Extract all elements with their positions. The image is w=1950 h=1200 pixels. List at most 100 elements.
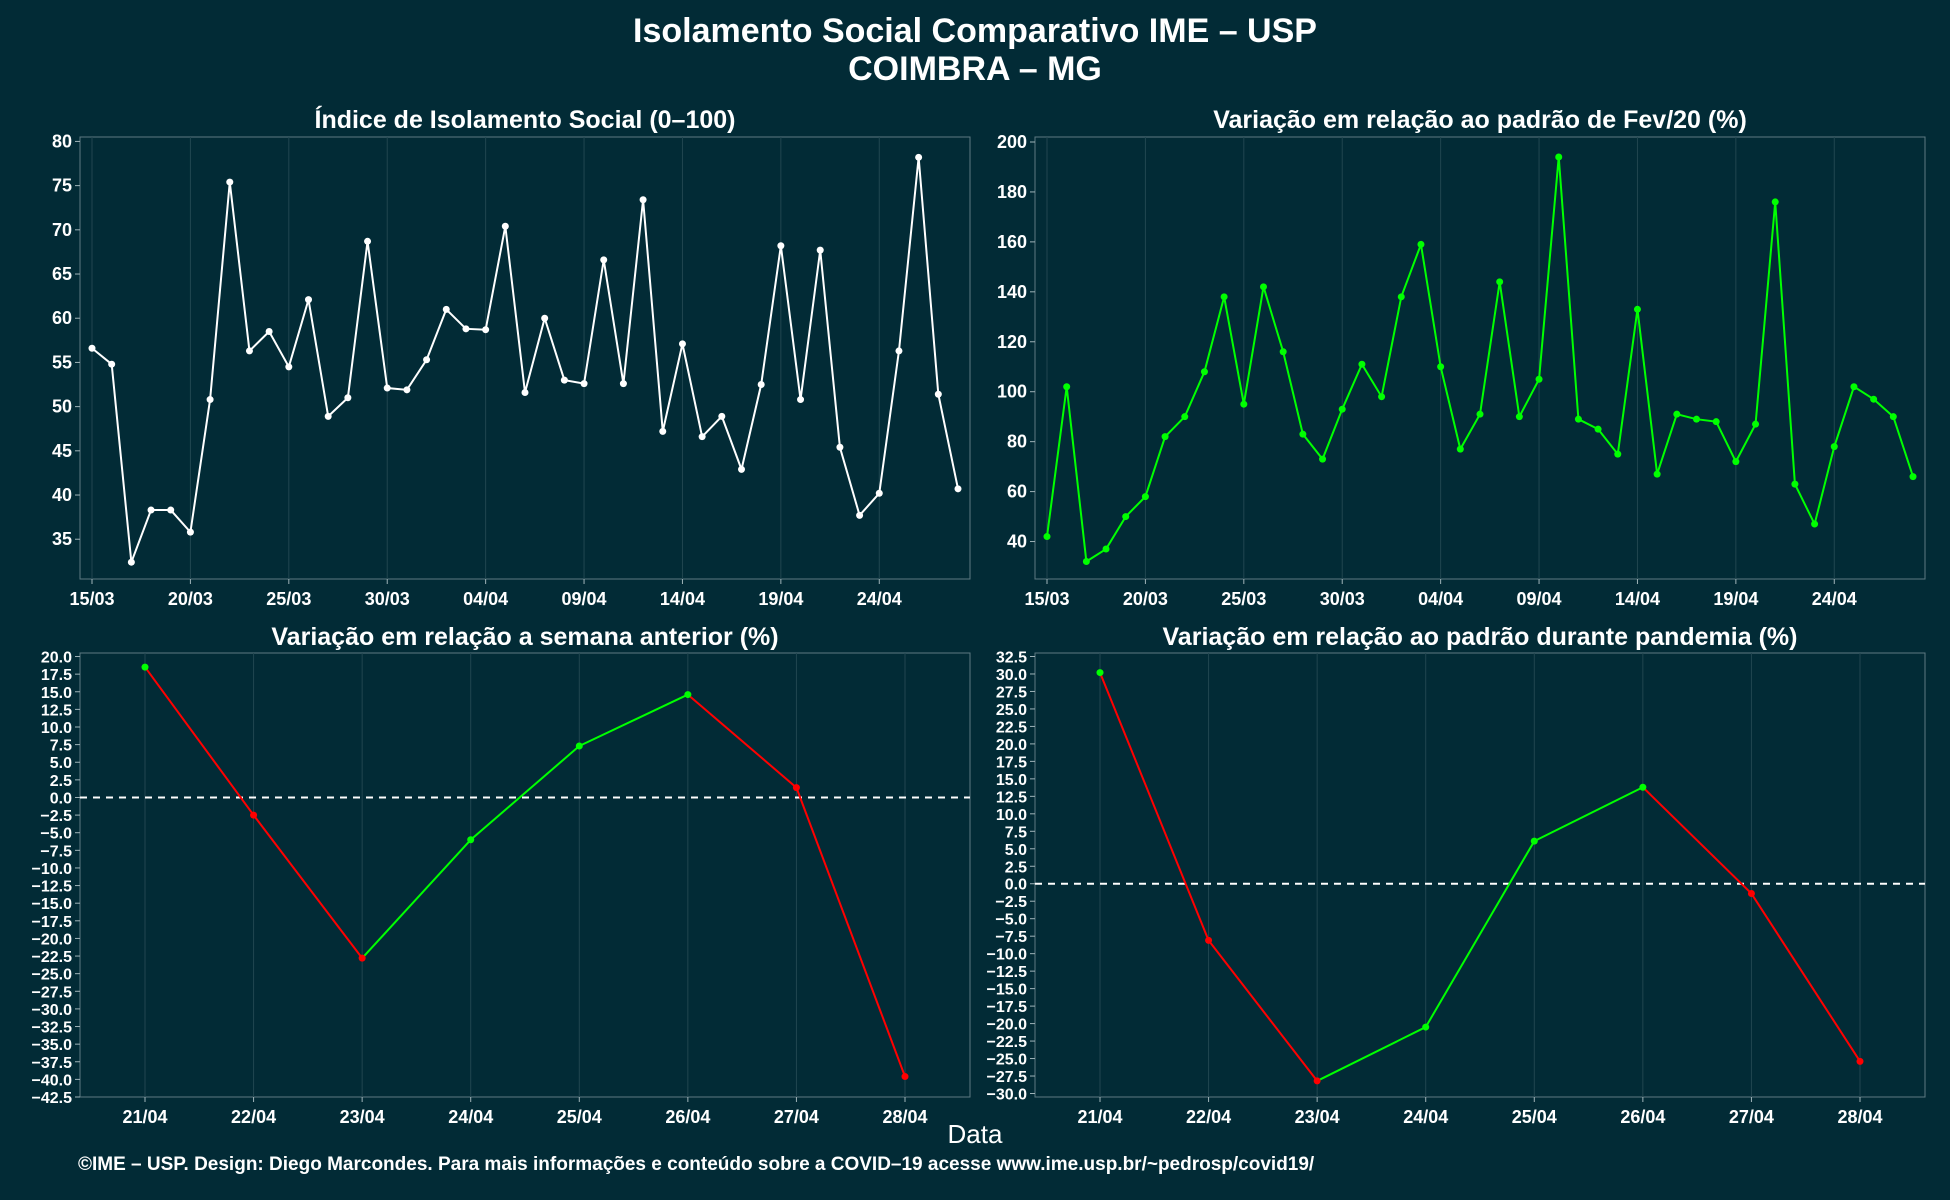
panel-title: Variação em relação ao padrão de Fev/20 …: [1213, 106, 1747, 134]
panel-title: Variação em relação a semana anterior (%…: [271, 623, 778, 651]
panel-title: Variação em relação ao padrão durante pa…: [1163, 623, 1798, 651]
series-line: [91, 157, 959, 563]
y-tick-label: 15.0: [996, 772, 1027, 789]
data-point: [541, 314, 549, 322]
y-tick-label: 200: [997, 132, 1027, 152]
data-point: [167, 506, 175, 514]
x-tick-label: 25/03: [266, 589, 311, 609]
x-tick-label: 25/04: [1512, 1107, 1557, 1127]
data-point: [1102, 545, 1110, 553]
series-segment: [1316, 1026, 1427, 1082]
data-point: [1240, 400, 1248, 408]
x-tick-label: 20/03: [168, 589, 213, 609]
data-point: [324, 412, 332, 420]
data-point: [1752, 420, 1760, 428]
y-tick-label: 25.0: [996, 702, 1027, 719]
y-tick-label: −2.5: [995, 894, 1027, 911]
y-tick-label: −7.5: [40, 843, 72, 860]
y-tick-label: 60: [52, 308, 72, 328]
data-point: [467, 836, 475, 844]
data-point: [619, 380, 627, 388]
x-tick-label: 19/04: [758, 589, 803, 609]
data-point: [639, 196, 647, 204]
chart-panel-1: Índice de Isolamento Social (0–100) 35 40 4…: [52, 105, 971, 609]
x-tick-label: 30/03: [365, 589, 410, 609]
data-point: [684, 691, 692, 699]
data-point: [875, 489, 883, 497]
data-point: [895, 347, 903, 355]
series-segment: [1533, 786, 1644, 842]
data-point: [954, 485, 962, 493]
data-point: [1693, 415, 1700, 423]
data-point: [521, 388, 529, 396]
data-point: [442, 305, 450, 313]
y-tick-label: 60: [1007, 482, 1027, 502]
data-point: [1614, 450, 1622, 458]
y-tick-label: −32.5: [32, 1020, 73, 1037]
y-tick-label: 120: [997, 332, 1027, 352]
y-tick-label: 160: [997, 232, 1027, 252]
data-point: [901, 1073, 909, 1081]
data-point: [1639, 783, 1647, 791]
x-tick-label: 28/04: [882, 1107, 927, 1127]
data-point: [1530, 837, 1538, 845]
data-point: [1378, 393, 1386, 401]
data-point: [1063, 383, 1071, 391]
y-tick-label: 15.0: [41, 685, 72, 702]
chart-panel-4: Variação em relação ao padrão durante pa…: [987, 623, 1926, 1127]
y-tick-label: 20.0: [996, 737, 1027, 754]
data-point: [1200, 368, 1208, 376]
y-tick-label: 12.5: [41, 702, 72, 719]
x-tick-label: 21/04: [122, 1107, 167, 1127]
data-point: [482, 326, 490, 334]
main-title-line1: Isolamento Social Comparativo IME – USP: [633, 12, 1317, 50]
y-tick-label: −10.0: [32, 861, 73, 878]
series-segment: [361, 839, 472, 959]
y-tick-label: −25.0: [32, 967, 73, 984]
x-tick-label: 21/04: [1077, 1107, 1122, 1127]
data-point: [1358, 360, 1366, 368]
data-point: [462, 325, 470, 333]
data-point: [1653, 470, 1661, 478]
data-point: [1830, 443, 1838, 451]
data-point: [1791, 480, 1799, 488]
series-segment: [1424, 840, 1536, 1028]
data-point: [580, 380, 588, 388]
series-segment: [1750, 892, 1861, 1062]
data-point: [1161, 433, 1169, 441]
x-tick-label: 27/04: [774, 1107, 819, 1127]
data-point: [1771, 198, 1779, 206]
y-tick-label: −25.0: [987, 1052, 1028, 1069]
data-point: [915, 153, 923, 161]
y-tick-label: −15.0: [32, 896, 73, 913]
y-tick-label: 50: [52, 397, 72, 417]
series-segment: [470, 745, 580, 841]
y-tick-label: 5.0: [1005, 842, 1027, 859]
y-tick-label: 17.5: [41, 667, 72, 684]
y-tick-label: 20.0: [41, 650, 72, 667]
y-tick-label: 35: [52, 529, 72, 549]
data-point: [1456, 445, 1464, 453]
y-tick-label: 55: [52, 352, 72, 372]
data-point: [1397, 293, 1405, 301]
data-point: [934, 390, 942, 398]
x-tick-label: 24/04: [1403, 1107, 1448, 1127]
data-point: [792, 784, 800, 792]
data-point: [1856, 1057, 1864, 1065]
y-tick-label: −12.5: [32, 879, 73, 896]
data-point: [1889, 413, 1897, 421]
data-point: [1535, 375, 1543, 383]
data-point: [1732, 458, 1740, 466]
data-point: [423, 356, 431, 364]
data-point: [856, 511, 864, 519]
data-point: [1122, 513, 1130, 521]
y-tick-label: 17.5: [996, 754, 1027, 771]
x-tick-label: 15/03: [1024, 589, 1069, 609]
data-point: [600, 256, 608, 264]
y-tick-label: −20.0: [987, 1017, 1028, 1034]
data-point: [403, 386, 411, 394]
panel-frame: [1034, 652, 1926, 1098]
y-tick-label: −17.5: [32, 914, 73, 931]
data-point: [836, 443, 844, 451]
data-point: [1850, 383, 1858, 391]
